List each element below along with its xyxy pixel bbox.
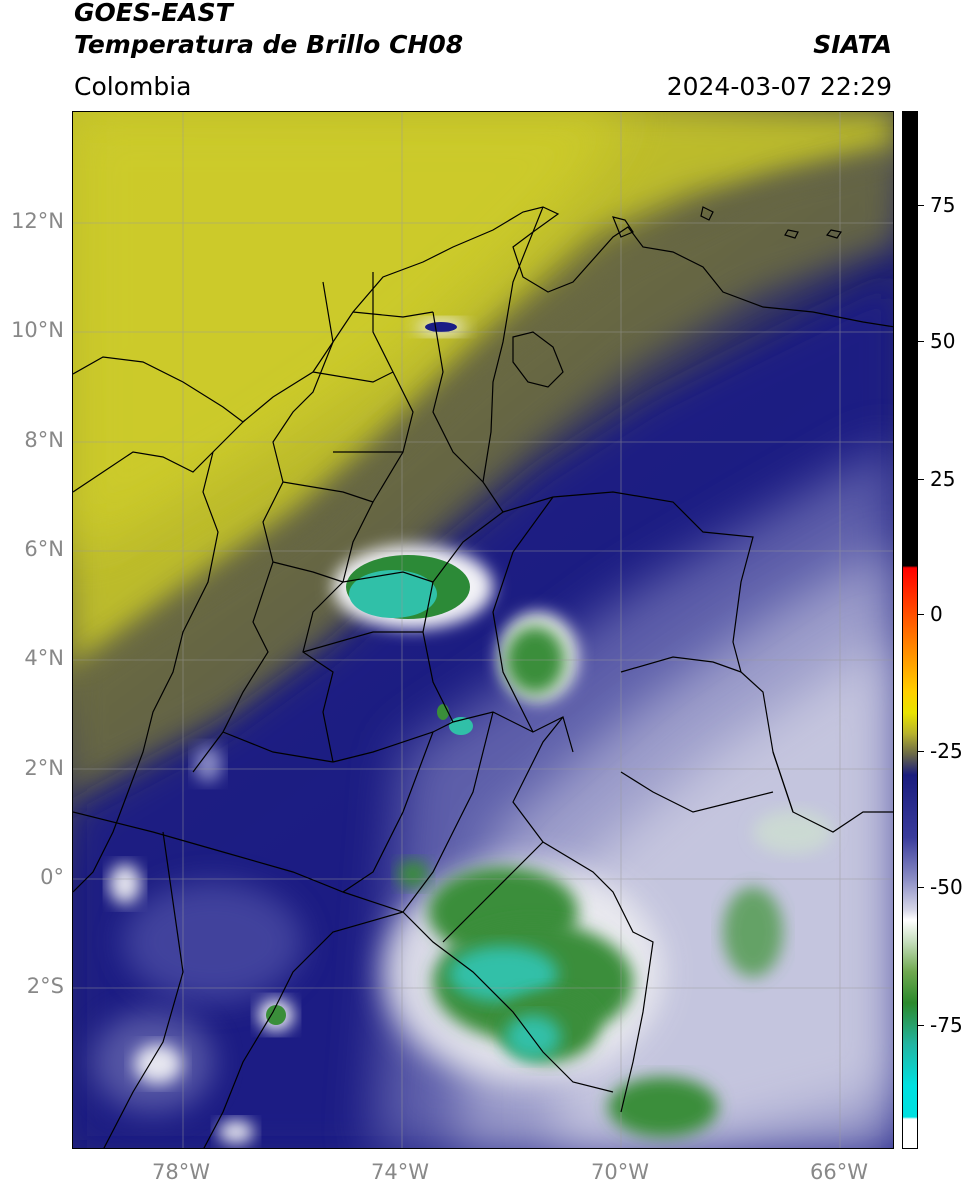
lon-label-78w: 78°W bbox=[152, 1160, 210, 1184]
map-image bbox=[73, 112, 893, 1148]
satellite-map[interactable] bbox=[72, 111, 894, 1149]
cb-tick-75 bbox=[918, 205, 924, 206]
cb-label-75: 75 bbox=[930, 193, 956, 217]
cb-tick-50 bbox=[918, 341, 924, 342]
lat-label-6n: 6°N bbox=[24, 537, 64, 561]
lon-label-70w: 70°W bbox=[591, 1160, 649, 1184]
lat-label-10n: 10°N bbox=[11, 318, 64, 342]
product-title: Temperatura de Brillo CH08 bbox=[74, 30, 464, 59]
lat-label-2n: 2°N bbox=[24, 756, 64, 780]
cb-label-minus75: -75 bbox=[930, 1013, 963, 1037]
agency-label: SIATA bbox=[813, 30, 892, 59]
cb-label-50: 50 bbox=[930, 329, 956, 353]
temperature-colorbar bbox=[902, 111, 918, 1149]
cb-label-minus25: -25 bbox=[930, 739, 963, 763]
satellite-title: GOES-EAST bbox=[74, 0, 233, 27]
cb-label-minus50: -50 bbox=[930, 875, 963, 899]
region-label: Colombia bbox=[74, 72, 192, 101]
cb-tick-0 bbox=[918, 614, 924, 615]
cb-label-25: 25 bbox=[930, 467, 956, 491]
lon-label-66w: 66°W bbox=[810, 1160, 868, 1184]
cb-tick-minus50 bbox=[918, 887, 924, 888]
lat-label-4n: 4°N bbox=[24, 646, 64, 670]
lon-label-74w: 74°W bbox=[371, 1160, 429, 1184]
lat-label-0: 0° bbox=[40, 865, 64, 889]
colorbar-gradient bbox=[903, 112, 917, 1148]
lat-label-8n: 8°N bbox=[24, 428, 64, 452]
political-borders bbox=[73, 206, 893, 1148]
cb-tick-minus25 bbox=[918, 751, 924, 752]
cb-tick-25 bbox=[918, 479, 924, 480]
timestamp-label: 2024-03-07 22:29 bbox=[666, 72, 892, 101]
cb-tick-minus75 bbox=[918, 1025, 924, 1026]
lat-label-2s: 2°S bbox=[26, 974, 64, 998]
lat-label-12n: 12°N bbox=[11, 209, 64, 233]
cb-label-0: 0 bbox=[930, 602, 943, 626]
